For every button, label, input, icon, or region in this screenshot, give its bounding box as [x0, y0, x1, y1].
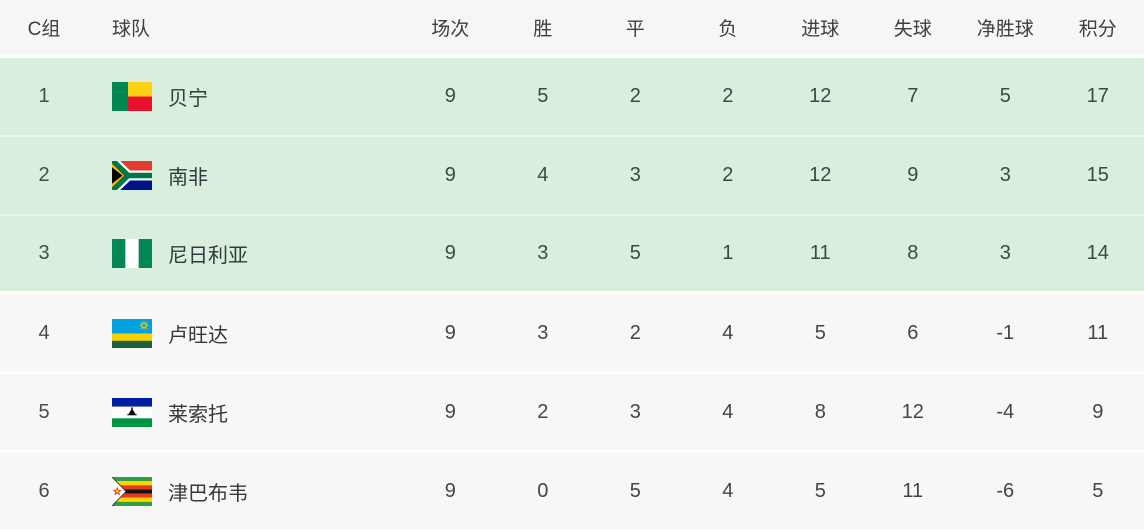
team-cell: 南非	[88, 161, 404, 190]
goals-for-value: 12	[774, 85, 867, 108]
goals-against-value: 11	[867, 480, 960, 503]
column-header-group: C组	[0, 14, 88, 41]
goal-diff-value: -6	[959, 480, 1052, 503]
nigeria-flag-icon	[112, 239, 152, 268]
goals-against-value: 6	[867, 322, 960, 345]
goals-for-value: 5	[774, 480, 867, 503]
played-value: 9	[404, 401, 497, 424]
south-africa-flag-icon	[112, 161, 152, 190]
goal-diff-value: 5	[959, 85, 1052, 108]
team-name: 尼日利亚	[168, 239, 248, 268]
team-cell: 莱索托	[88, 398, 404, 427]
team-name: 南非	[168, 161, 208, 190]
goals-for-value: 8	[774, 401, 867, 424]
team-cell: 卢旺达	[88, 319, 404, 348]
drawn-value: 5	[589, 480, 682, 503]
column-header-played: 场次	[404, 14, 497, 41]
table-row-rwanda[interactable]: 4 卢旺达 9 3 2	[0, 295, 1144, 374]
played-value: 9	[404, 242, 497, 265]
goals-for-value: 5	[774, 322, 867, 345]
rank-value: 6	[0, 480, 88, 503]
rank-value: 2	[0, 164, 88, 187]
won-value: 2	[497, 401, 590, 424]
table-row-south-africa[interactable]: 2 南非 9 4 3 2 12 9 3 15	[0, 137, 1144, 216]
drawn-value: 3	[589, 401, 682, 424]
table-row-lesotho[interactable]: 5 莱索托 9 2 3 4 8 12 -4 9	[0, 374, 1144, 453]
lesotho-flag-icon	[112, 398, 152, 427]
points-value: 17	[1052, 85, 1144, 108]
goals-against-value: 8	[867, 242, 960, 265]
team-cell: 贝宁	[88, 82, 404, 111]
lost-value: 4	[682, 480, 775, 503]
table-row-benin[interactable]: 1 贝宁 9 5 2 2 12 7 5 17	[0, 58, 1144, 137]
column-header-points: 积分	[1052, 14, 1144, 41]
drawn-value: 3	[589, 164, 682, 187]
table-header-row: C组 球队 场次 胜 平 负 进球 失球 净胜球 积分	[0, 0, 1144, 58]
lost-value: 4	[682, 322, 775, 345]
zimbabwe-flag-icon	[112, 477, 152, 506]
column-header-goals-for: 进球	[774, 14, 867, 41]
rank-value: 1	[0, 85, 88, 108]
column-header-team: 球队	[88, 14, 404, 41]
goal-diff-value: 3	[959, 164, 1052, 187]
played-value: 9	[404, 480, 497, 503]
table-row-nigeria[interactable]: 3 尼日利亚 9 3 5 1 11 8 3 14	[0, 216, 1144, 295]
column-header-goal-diff: 净胜球	[959, 14, 1052, 41]
table-row-zimbabwe[interactable]: 6 津巴布韦 9 0 5 4 5 1	[0, 453, 1144, 532]
goals-against-value: 7	[867, 85, 960, 108]
team-name: 津巴布韦	[168, 477, 248, 506]
points-value: 15	[1052, 164, 1144, 187]
won-value: 3	[497, 242, 590, 265]
goal-diff-value: 3	[959, 242, 1052, 265]
team-cell: 津巴布韦	[88, 477, 404, 506]
won-value: 4	[497, 164, 590, 187]
won-value: 5	[497, 85, 590, 108]
column-header-lost: 负	[682, 14, 775, 41]
lost-value: 2	[682, 85, 775, 108]
points-value: 14	[1052, 242, 1144, 265]
team-cell: 尼日利亚	[88, 239, 404, 268]
won-value: 3	[497, 322, 590, 345]
column-header-won: 胜	[497, 14, 590, 41]
goal-diff-value: -1	[959, 322, 1052, 345]
lost-value: 2	[682, 164, 775, 187]
goal-diff-value: -4	[959, 401, 1052, 424]
goals-for-value: 12	[774, 164, 867, 187]
drawn-value: 2	[589, 322, 682, 345]
points-value: 11	[1052, 322, 1144, 345]
team-name: 莱索托	[168, 398, 228, 427]
goals-against-value: 9	[867, 164, 960, 187]
team-name: 贝宁	[168, 82, 208, 111]
won-value: 0	[497, 480, 590, 503]
points-value: 9	[1052, 401, 1144, 424]
rwanda-flag-icon	[112, 319, 152, 348]
lost-value: 4	[682, 401, 775, 424]
rank-value: 5	[0, 401, 88, 424]
drawn-value: 2	[589, 85, 682, 108]
benin-flag-icon	[112, 82, 152, 111]
rank-value: 3	[0, 242, 88, 265]
lost-value: 1	[682, 242, 775, 265]
points-value: 5	[1052, 480, 1144, 503]
column-header-drawn: 平	[589, 14, 682, 41]
drawn-value: 5	[589, 242, 682, 265]
rank-value: 4	[0, 322, 88, 345]
column-header-goals-against: 失球	[867, 14, 960, 41]
played-value: 9	[404, 85, 497, 108]
played-value: 9	[404, 164, 497, 187]
goals-against-value: 12	[867, 401, 960, 424]
played-value: 9	[404, 322, 497, 345]
goals-for-value: 11	[774, 242, 867, 265]
team-name: 卢旺达	[168, 319, 228, 348]
